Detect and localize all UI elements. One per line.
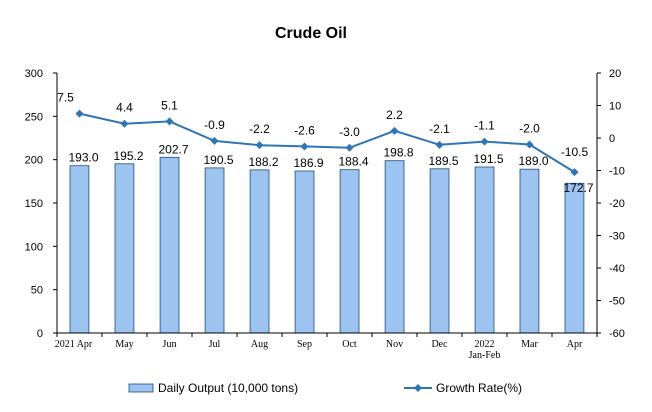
growth-rate-label: -2.2 — [249, 122, 270, 136]
y-right-tick-label: 20 — [609, 68, 621, 80]
growth-rate-label: -2.0 — [519, 122, 540, 136]
y-left-tick-label: 150 — [25, 198, 43, 210]
y-left-tick-label: 50 — [31, 285, 43, 297]
x-tick-label: Dec — [431, 339, 448, 350]
growth-rate-line — [79, 112, 576, 173]
chart-title: Crude Oil — [275, 25, 347, 42]
x-tick-label: Apr — [567, 339, 583, 350]
y-right-tick-label: -40 — [609, 263, 625, 275]
bar-value-label: 202.7 — [158, 142, 188, 156]
bar-value-label: 188.2 — [248, 155, 278, 169]
growth-rate-marker-6 — [300, 142, 309, 151]
growth-rate-label: -3.0 — [339, 125, 360, 139]
bar-value-label: 189.0 — [518, 154, 548, 168]
y-left-tick-label: 100 — [25, 241, 43, 253]
growth-rate-label: 2.2 — [386, 108, 403, 122]
growth-rate-marker-8 — [390, 126, 399, 135]
growth-rate-label: -10.5 — [561, 145, 589, 159]
y-left-tick-label: 250 — [25, 111, 43, 123]
y-left-tick-label: 200 — [25, 155, 43, 167]
legend-marker-growth-rate — [414, 384, 422, 392]
bar-value-label: 198.8 — [383, 146, 413, 160]
bar-12 — [564, 182, 585, 334]
growth-rate-label: 4.4 — [116, 101, 133, 115]
growth-rate-label: -2.1 — [429, 122, 450, 136]
bar-7 — [339, 169, 360, 334]
growth-rate-marker-11 — [525, 140, 534, 149]
bar-3 — [159, 156, 180, 334]
legend-label-daily-output: Daily Output (10,000 tons) — [158, 381, 298, 395]
bar-value-label: 189.5 — [428, 154, 458, 168]
x-tick-label: Jan-Feb — [469, 350, 501, 361]
bar-1 — [69, 165, 90, 334]
bar-6 — [294, 170, 315, 334]
x-tick-label: May — [115, 339, 133, 350]
bar-value-label: 193.0 — [68, 151, 98, 165]
y-right-tick-label: -30 — [609, 231, 625, 243]
bar-4 — [204, 167, 225, 334]
x-tick-label: Jun — [163, 339, 177, 350]
bar-value-label: 186.9 — [293, 156, 323, 170]
y-right-tick-label: 10 — [609, 101, 621, 113]
growth-rate-marker-10 — [480, 137, 489, 146]
y-right-tick-label: 0 — [609, 133, 615, 145]
x-tick-label: Mar — [521, 339, 538, 350]
growth-rate-label: -1.1 — [474, 119, 495, 133]
bar-2 — [114, 163, 135, 334]
y-right-tick-label: -60 — [609, 328, 625, 340]
growth-rate-marker-7 — [345, 143, 354, 152]
y-right-tick-label: -50 — [609, 296, 625, 308]
growth-rate-label: 5.1 — [161, 98, 178, 112]
bar-value-label: 172.7 — [563, 181, 593, 195]
y-right-tick-label: -10 — [609, 166, 625, 178]
bar-5 — [249, 169, 270, 334]
growth-rate-marker-5 — [255, 141, 264, 150]
growth-rate-label: -2.6 — [294, 123, 315, 137]
bar-value-label: 195.2 — [113, 149, 143, 163]
x-tick-label: Aug — [251, 339, 268, 350]
growth-rate-marker-4 — [210, 136, 219, 145]
y-right-tick-label: -20 — [609, 198, 625, 210]
bar-value-label: 188.4 — [338, 155, 368, 169]
x-tick-label: 2021 Apr — [55, 339, 93, 350]
x-tick-label: Oct — [342, 339, 357, 350]
bar-value-label: 190.5 — [203, 153, 233, 167]
growth-rate-marker-1 — [75, 109, 84, 118]
growth-rate-label: 7.5 — [57, 91, 74, 105]
bar-value-label: 191.5 — [473, 152, 503, 166]
y-left-tick-label: 300 — [25, 68, 43, 80]
bar-8 — [384, 160, 405, 334]
growth-rate-marker-2 — [120, 119, 129, 128]
x-tick-label: Jul — [209, 339, 221, 350]
x-tick-label: Sep — [297, 339, 312, 350]
bar-9 — [429, 168, 450, 334]
growth-rate-label: -0.9 — [204, 118, 225, 132]
legend-label-growth-rate: Growth Rate(%) — [436, 381, 522, 395]
growth-rate-marker-9 — [435, 140, 444, 149]
x-tick-label: Nov — [386, 339, 403, 350]
growth-rate-marker-3 — [165, 117, 174, 126]
bar-11 — [519, 168, 540, 334]
y-left-tick-label: 0 — [37, 328, 43, 340]
growth-rate-marker-12 — [570, 168, 579, 177]
x-tick-label: 2022 — [475, 339, 495, 350]
bar-10 — [474, 166, 495, 334]
legend-swatch-daily-output — [128, 383, 154, 393]
